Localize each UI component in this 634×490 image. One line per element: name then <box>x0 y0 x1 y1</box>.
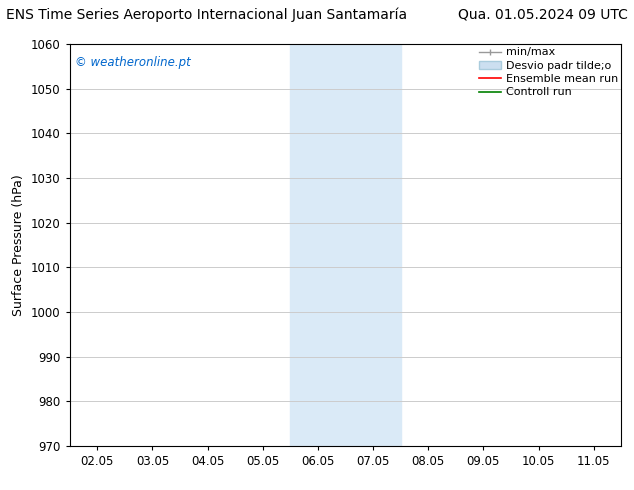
Text: Qua. 01.05.2024 09 UTC: Qua. 01.05.2024 09 UTC <box>458 7 628 22</box>
Text: ENS Time Series Aeroporto Internacional Juan Santamaría: ENS Time Series Aeroporto Internacional … <box>6 7 408 22</box>
Bar <box>290 44 401 446</box>
Text: © weatheronline.pt: © weatheronline.pt <box>75 56 191 69</box>
Legend: min/max, Desvio padr tilde;o, Ensemble mean run, Controll run: min/max, Desvio padr tilde;o, Ensemble m… <box>479 48 618 98</box>
Y-axis label: Surface Pressure (hPa): Surface Pressure (hPa) <box>13 174 25 316</box>
